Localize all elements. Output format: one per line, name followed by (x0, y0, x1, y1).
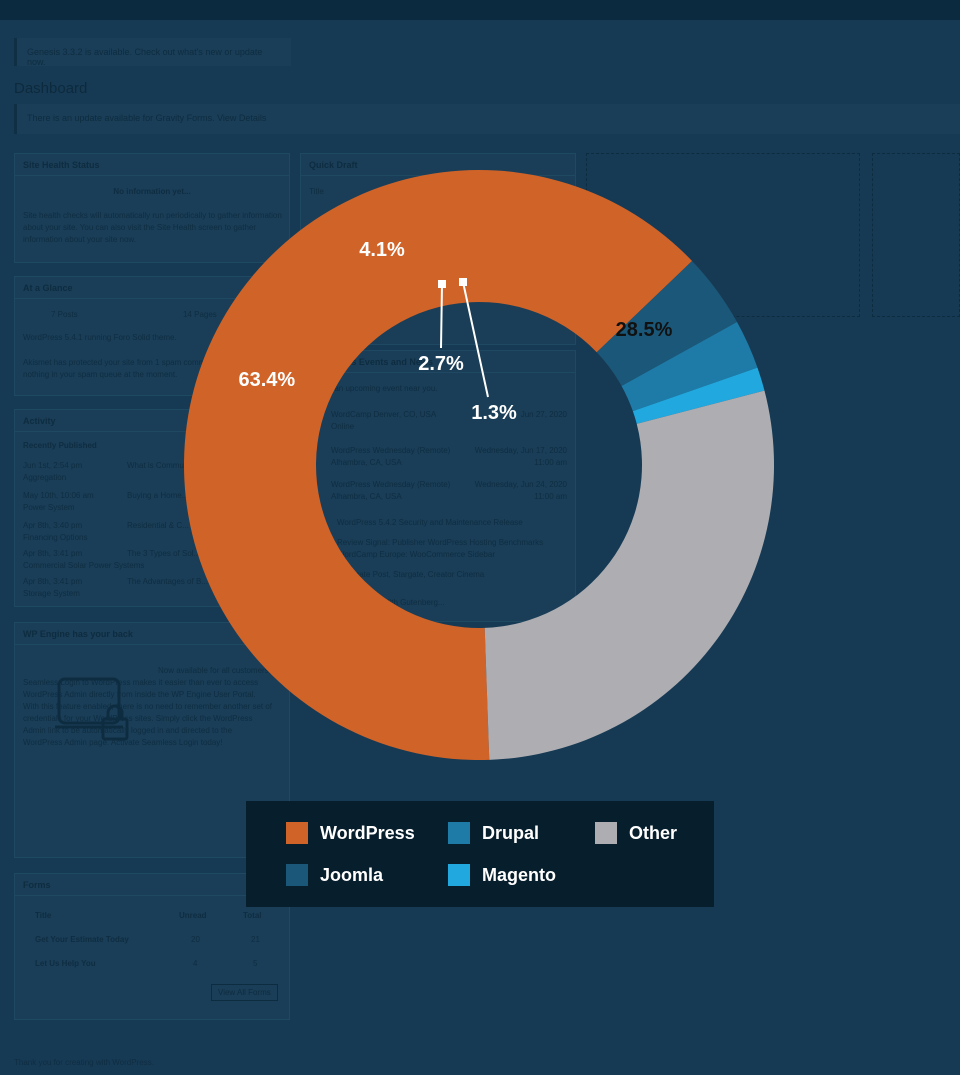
slice-wordpress[interactable] (184, 170, 693, 761)
footer-text: Thank you for creating with WordPress. (14, 1058, 154, 1067)
event-location: Alhambra, CA, USA (331, 492, 402, 501)
form-unread: 4 (193, 959, 198, 968)
panel-title[interactable]: At a Glance (15, 277, 289, 299)
event-date: Wednesday, Jun 17, 2020 11:00 am (474, 446, 567, 467)
leader-marker-drupal (438, 280, 446, 288)
chart-slices (184, 170, 774, 761)
activity-title[interactable]: Residential & C... (127, 521, 189, 530)
legend-label: Joomla (320, 864, 384, 885)
chart-legend: WordPress Drupal Other Joomla Magento (246, 801, 714, 907)
legend-label: Other (629, 822, 678, 843)
leader-line-magento (462, 281, 489, 398)
wp-engine-panel: WP Engine has your back Now available fo… (14, 622, 290, 858)
forms-panel: Forms Title Unread Total Get Your Estima… (14, 873, 290, 1020)
activity-title[interactable]: The Advantages of B... (127, 577, 208, 586)
panel-title[interactable]: WP Engine has your back (15, 623, 289, 645)
legend-item-drupal[interactable]: Drupal (448, 822, 539, 844)
event-location: Alhambra, CA, USA (331, 458, 402, 467)
forms-col-title: Title (35, 911, 52, 920)
akismet-text: Akismet has protected your site from 1 s… (23, 358, 275, 379)
glance-text: WordPress 5.4.1 running Foro Solid theme… (23, 333, 177, 342)
recently-published-heading: Recently Published (23, 441, 97, 450)
notice-text: Genesis 3.3.2 is available. Check out wh… (27, 47, 263, 67)
activity-title[interactable]: The 3 Types of Sol... (127, 549, 201, 558)
legend-item-other[interactable]: Other (595, 822, 677, 844)
legend-swatch (286, 864, 308, 886)
panel-title[interactable]: WordPress Events and News (301, 351, 575, 373)
admin-top-bar (0, 0, 960, 20)
data-label-other: 28.5% (616, 319, 673, 341)
news-item[interactable]: WordCamp Europe: WooCommerce Sidebar (337, 550, 495, 559)
news-item[interactable]: Duplicate Post, Stargate, Creator Cinema (337, 570, 485, 579)
data-label-drupal: 2.7% (418, 353, 464, 375)
news-item[interactable]: WordPress 5.4.2 Security and Maintenance… (337, 518, 523, 527)
news-item[interactable]: Review Signal: Publisher WordPress Hosti… (337, 538, 544, 547)
view-all-forms-button[interactable]: View All Forms (211, 984, 278, 1001)
data-label-wordpress: 63.4% (238, 369, 295, 391)
notice-text: There is an update available for Gravity… (27, 113, 267, 123)
legend-item-joomla[interactable]: Joomla (286, 864, 383, 886)
glance-pages[interactable]: 14 Pages (183, 310, 217, 319)
event-date: Wednesday, Jun 24, 2020 11:00 am (474, 480, 567, 501)
activity-sub: Commercial Solar Power Systems (23, 561, 145, 570)
site-health-text: Site health checks will automatically ru… (23, 211, 282, 244)
activity-sub: Storage System (23, 589, 80, 598)
activity-title[interactable]: Buying a Home... (127, 491, 189, 500)
activity-sub: Power System (23, 503, 75, 512)
activity-sub: Financing Options (23, 533, 88, 542)
panel-title[interactable]: Site Health Status (15, 154, 289, 176)
forms-col-total: Total (243, 911, 262, 920)
slice-drupal[interactable] (621, 321, 758, 412)
legend-label: Drupal (482, 822, 540, 843)
event-name[interactable]: WordPress Wednesday (Remote) (331, 446, 451, 455)
legend-item-magento[interactable]: Magento (448, 864, 556, 886)
activity-date: May 10th, 10:06 am (23, 491, 94, 500)
data-label-magento: 1.3% (471, 402, 517, 424)
legend-swatch (286, 822, 308, 844)
activity-date: Apr 8th, 3:41 pm (23, 577, 83, 586)
activity-title[interactable]: What is Commu... (127, 461, 191, 470)
event-location: Online (331, 422, 355, 431)
gravity-forms-notice: There is an update available for Gravity… (14, 104, 960, 134)
legend-item-wordpress[interactable]: WordPress (286, 822, 415, 844)
event-date: Jun 27, 2020 (520, 410, 567, 419)
slice-other[interactable] (484, 390, 774, 760)
activity-sub: Aggregation (23, 473, 67, 482)
leader-line-drupal (440, 283, 443, 349)
legend-swatch (448, 864, 470, 886)
glance-posts[interactable]: 7 Posts (51, 310, 78, 319)
leader-marker-magento (459, 278, 467, 286)
forms-col-unread: Unread (179, 911, 207, 920)
site-health-panel: Site Health Status No information yet...… (14, 153, 290, 263)
panel-title[interactable]: Activity (15, 410, 289, 432)
legend-swatch (448, 822, 470, 844)
slice-magento[interactable] (632, 367, 765, 424)
form-title[interactable]: Let Us Help You (35, 959, 96, 968)
data-labels: 63.4% 4.1% 2.7% 1.3% 28.5% (238, 239, 672, 424)
events-hint: Attend an upcoming event near you. (309, 384, 438, 393)
page-title: Dashboard (14, 80, 88, 97)
form-unread: 20 (191, 935, 200, 944)
leader-lines (438, 278, 489, 398)
wp-engine-text: Now available for all customers, Seamles… (23, 666, 273, 747)
activity-date: Jun 1st, 2:54 pm (23, 461, 83, 470)
slice-joomla[interactable] (596, 260, 738, 386)
event-name[interactable]: WordCamp Denver, CO, USA (331, 410, 437, 419)
form-title[interactable]: Get Your Estimate Today (35, 935, 129, 944)
draft-title-label: Title (309, 187, 324, 196)
event-name[interactable]: WordPress Wednesday (Remote) (331, 480, 451, 489)
form-total: 21 (251, 935, 260, 944)
update-notice: Genesis 3.3.2 is available. Check out wh… (14, 38, 291, 67)
form-total: 5 (253, 959, 258, 968)
legend-swatch (595, 822, 617, 844)
data-label-joomla: 4.1% (359, 239, 405, 261)
laptop-lock-icon (55, 677, 129, 741)
legend-label: Magento (482, 864, 556, 885)
activity-date: Apr 8th, 3:40 pm (23, 521, 83, 530)
site-health-status: No information yet... (113, 187, 191, 196)
activity-date: Apr 8th, 3:41 pm (23, 549, 83, 558)
panel-title[interactable]: Forms (15, 874, 289, 896)
legend-label: WordPress (320, 822, 415, 843)
